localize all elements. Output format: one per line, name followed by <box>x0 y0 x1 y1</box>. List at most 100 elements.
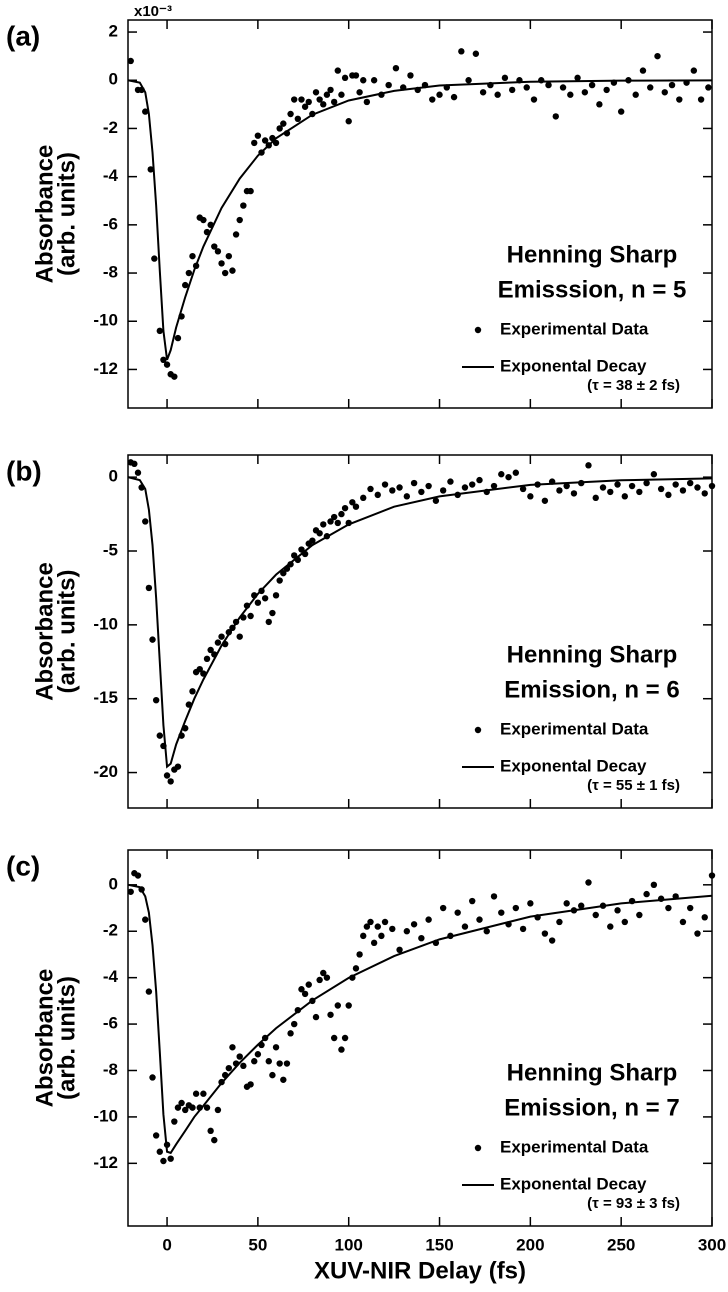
data-point <box>657 485 665 493</box>
y-axis-label: Absorbance <box>31 562 58 701</box>
data-point <box>156 1148 163 1155</box>
data-point <box>330 98 338 106</box>
y-tick-label: -4 <box>103 166 119 185</box>
data-point <box>559 84 567 91</box>
data-point <box>352 72 360 79</box>
data-point <box>323 91 331 98</box>
y-tick-label: -10 <box>93 614 118 633</box>
data-point <box>410 479 418 487</box>
y-tick-label: -6 <box>103 214 118 233</box>
data-point <box>218 633 225 640</box>
data-point <box>145 584 153 592</box>
data-point <box>552 113 559 120</box>
y-tick-label: -12 <box>93 1153 118 1172</box>
data-point <box>265 618 272 626</box>
data-point <box>621 493 629 500</box>
data-point <box>247 1081 254 1088</box>
data-point <box>679 918 687 926</box>
data-point <box>665 904 672 912</box>
data-point <box>632 91 639 98</box>
data-point <box>650 471 658 478</box>
data-point <box>585 462 592 469</box>
data-point <box>174 1104 182 1111</box>
data-point <box>327 518 334 525</box>
data-point <box>291 1020 298 1028</box>
data-point <box>523 84 530 91</box>
data-point <box>142 108 149 115</box>
x-axis-label: XUV-NIR Delay (fs) <box>314 1257 526 1284</box>
data-point <box>301 990 309 998</box>
data-point <box>370 939 378 947</box>
data-point <box>254 1051 262 1058</box>
data-point <box>403 493 411 500</box>
legend-label: Exponental Decay <box>500 356 647 375</box>
data-point <box>545 81 552 89</box>
x-tick-label: 150 <box>425 1235 453 1254</box>
data-point <box>160 1157 167 1165</box>
y-tick-label: 0 <box>109 70 118 89</box>
data-point <box>708 482 716 490</box>
fit-line <box>127 883 713 1155</box>
data-point <box>360 77 367 84</box>
data-point <box>621 918 629 926</box>
data-point <box>599 484 607 491</box>
data-point <box>650 881 658 889</box>
data-point <box>127 57 134 65</box>
data-point <box>636 911 643 919</box>
data-point <box>694 484 701 491</box>
y-tick-label: -15 <box>93 688 118 707</box>
panel-title: Emission, n = 6 <box>504 676 679 703</box>
data-point <box>425 482 432 490</box>
data-point <box>396 484 403 491</box>
data-point <box>498 471 505 478</box>
data-point <box>697 96 705 103</box>
data-point <box>171 1118 178 1125</box>
data-point <box>147 166 154 173</box>
data-point <box>647 84 654 91</box>
fit-annotation: (τ = 55 ± 1 fs) <box>587 777 680 794</box>
data-point <box>236 633 243 640</box>
data-point <box>483 928 490 935</box>
data-point <box>298 986 305 993</box>
panel-title: Emisssion, n = 5 <box>498 276 687 303</box>
data-point <box>287 110 294 118</box>
data-point <box>581 89 589 96</box>
data-point <box>345 1002 352 1009</box>
data-point <box>588 81 596 89</box>
data-point <box>334 519 342 527</box>
data-point <box>465 77 472 84</box>
data-point <box>200 216 207 224</box>
y-axis-label: Absorbance <box>31 969 58 1108</box>
data-point <box>163 772 171 779</box>
data-point <box>214 639 222 646</box>
data-point <box>149 636 156 643</box>
data-point <box>450 93 458 101</box>
data-point <box>614 907 621 914</box>
panel-title: Henning Sharp <box>507 641 678 668</box>
y-tick-label: -8 <box>103 263 118 282</box>
data-point <box>363 923 371 930</box>
data-point <box>254 599 262 606</box>
y-axis-label: Absorbance <box>31 145 58 284</box>
data-point <box>298 546 305 553</box>
data-point <box>330 1034 338 1042</box>
data-point <box>240 1062 247 1070</box>
data-point <box>254 132 262 139</box>
data-point <box>152 696 160 704</box>
data-point <box>352 965 360 972</box>
data-point <box>149 1074 156 1081</box>
data-point <box>207 1127 214 1135</box>
data-point <box>203 655 211 663</box>
data-point <box>316 976 323 984</box>
data-point <box>519 925 527 933</box>
data-point <box>276 1060 283 1067</box>
data-point <box>156 732 163 739</box>
fit-annotation: (τ = 38 ± 2 fs) <box>587 377 680 394</box>
panel-title: Henning Sharp <box>507 1059 678 1086</box>
data-point <box>280 569 287 577</box>
data-point <box>341 1034 349 1042</box>
data-point <box>182 281 189 289</box>
data-point <box>294 115 302 123</box>
data-point <box>272 592 280 599</box>
